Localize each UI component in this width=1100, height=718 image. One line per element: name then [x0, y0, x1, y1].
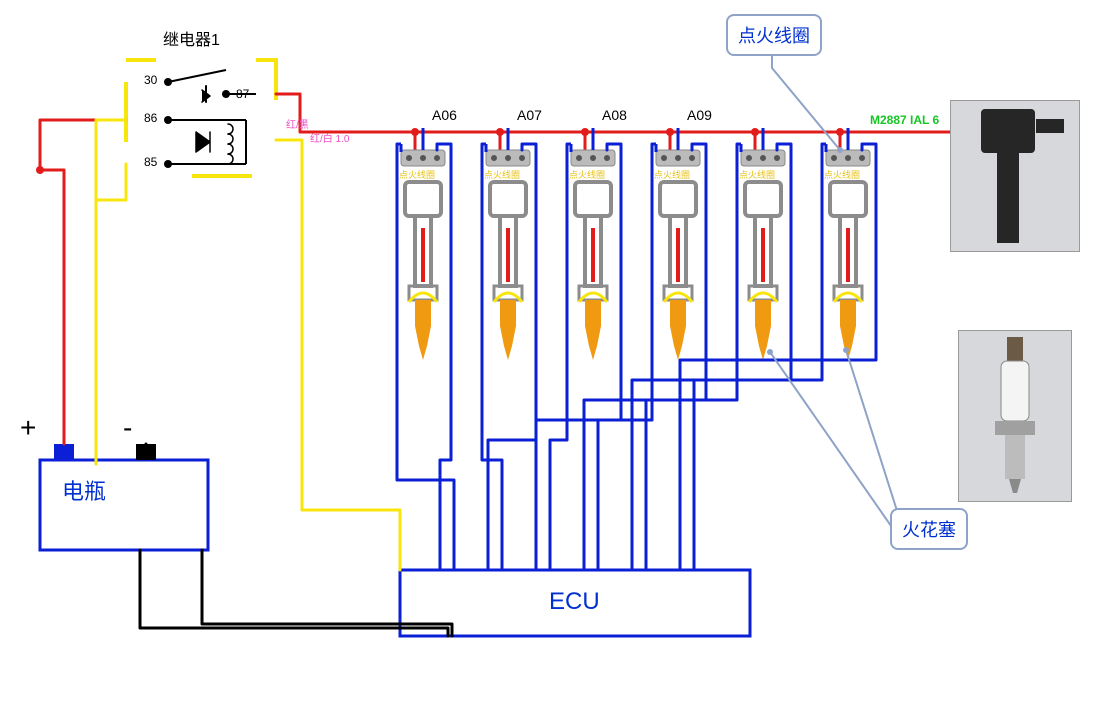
coil-photo	[950, 100, 1080, 252]
battery-label: 电瓶	[62, 474, 106, 506]
svg-text:A08: A08	[602, 107, 627, 123]
relay-title: 继电器1	[163, 26, 220, 50]
svg-text:A09: A09	[687, 107, 712, 123]
ecu-label: ECU	[549, 588, 600, 616]
red-wire-text: 红/白 1.0	[310, 130, 349, 145]
bus-right-text: M2887 IAL 6	[870, 113, 939, 127]
svg-text:点火线圈: 点火线圈	[484, 169, 520, 180]
svg-text:点火线圈: 点火线圈	[654, 169, 690, 180]
svg-text:点火线圈: 点火线圈	[399, 169, 435, 180]
svg-text:85: 85	[144, 155, 158, 169]
svg-text:点火线圈: 点火线圈	[569, 169, 605, 180]
svg-text:点火线圈: 点火线圈	[739, 169, 775, 180]
svg-text:86: 86	[144, 111, 158, 125]
minus-label: -	[123, 412, 132, 444]
callout-coil: 点火线圈	[726, 14, 822, 56]
callout-spark: 火花塞	[890, 508, 968, 550]
plus-label: +	[20, 412, 36, 444]
red-wire-text2: 红/黑	[286, 116, 309, 131]
svg-text:A07: A07	[517, 107, 542, 123]
spark-photo	[958, 330, 1072, 502]
svg-text:点火线圈: 点火线圈	[824, 169, 860, 180]
svg-text:30: 30	[144, 73, 158, 87]
svg-text:A06: A06	[432, 107, 457, 123]
